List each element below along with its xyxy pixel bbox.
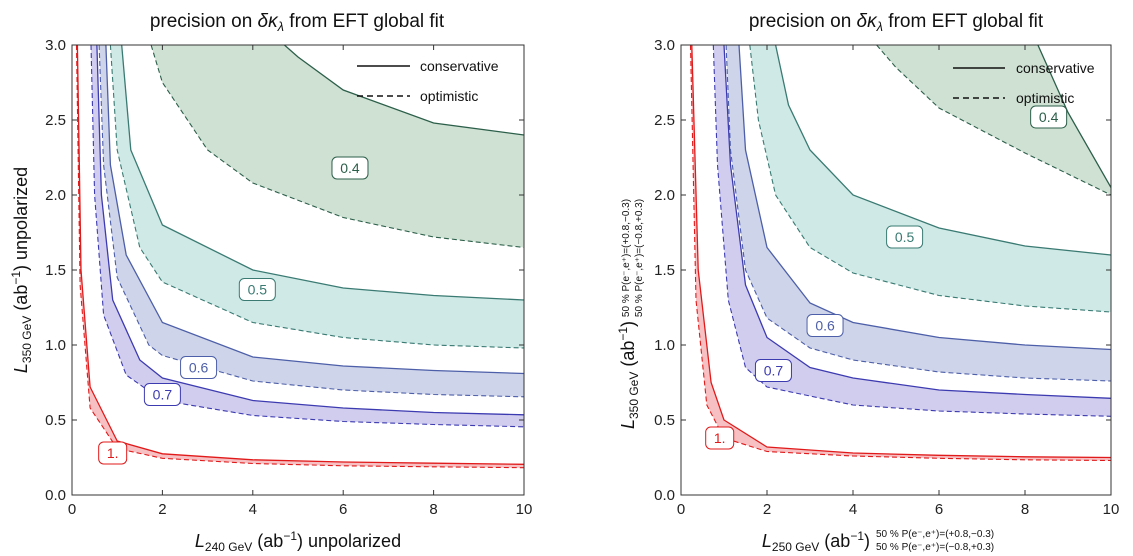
contour-label: 0.6 bbox=[189, 360, 209, 376]
svg-text:L350 GeV (ab−1): L350 GeV (ab−1) bbox=[616, 321, 641, 429]
x-tick-label: 10 bbox=[1103, 501, 1120, 518]
x-axis-polarization-2: 50 % P(e⁻,e⁺)=(−0.8,+0.3) bbox=[876, 542, 994, 553]
band-05 bbox=[110, 45, 524, 348]
y-tick-label: 3.0 bbox=[654, 37, 675, 54]
x-tick-label: 2 bbox=[763, 501, 771, 518]
legend: conservative optimistic bbox=[953, 60, 1095, 106]
contour-label-box bbox=[180, 356, 218, 379]
legend-label-optimistic: optimistic bbox=[1016, 90, 1074, 106]
chart-left: precision on δκλ from EFT global fit 0 2 4… bbox=[9, 11, 532, 554]
contour-optimistic-06 bbox=[98, 45, 524, 398]
y-axis-label: L350 GeV (ab−1) 50 % P(e⁻,e⁺)=(+0.8,−0.3… bbox=[616, 199, 645, 429]
chart-title: precision on δκλ from EFT global fit bbox=[150, 11, 445, 34]
x-tick-label: 0 bbox=[677, 501, 685, 518]
y-axis-polarization-2: 50 % P(e⁻,e⁺)=(−0.8,+0.3) bbox=[634, 199, 645, 317]
svg-text:L250 GeV (ab−1): L250 GeV (ab−1) bbox=[762, 529, 870, 554]
contour-label-box bbox=[238, 278, 276, 301]
contour-conservative-1 bbox=[691, 45, 1111, 459]
contour-optimistic-05 bbox=[109, 45, 524, 349]
y-tick-label: 1.5 bbox=[45, 262, 66, 279]
contour-conservative-05 bbox=[121, 45, 524, 301]
axis-ticks: 0 2 4 6 8 10 0.0 0.5 1.0 1.5 2.0 2.5 3.0 bbox=[654, 37, 1119, 518]
y-tick-label: 0.0 bbox=[654, 487, 675, 504]
contour-label: 0.7 bbox=[153, 387, 173, 403]
plot-area bbox=[689, 45, 1111, 462]
x-tick-label: 10 bbox=[516, 501, 533, 518]
contour-labels: 1. 0.7 0.6 0.5 0.4 bbox=[705, 105, 1068, 450]
x-tick-label: 4 bbox=[249, 501, 257, 518]
legend-label-conservative: conservative bbox=[420, 58, 499, 74]
y-tick-label: 2.0 bbox=[654, 187, 675, 204]
x-tick-label: 6 bbox=[935, 501, 943, 518]
x-tick-label: 0 bbox=[68, 501, 76, 518]
contour-label: 0.5 bbox=[248, 282, 268, 298]
contour-label-box bbox=[331, 156, 369, 180]
contour-label: 0.4 bbox=[340, 160, 360, 176]
y-axis-polarization-1: 50 % P(e⁻,e⁺)=(+0.8,−0.3) bbox=[621, 199, 632, 317]
y-tick-label: 0.0 bbox=[45, 487, 66, 504]
contour-conservative-04 bbox=[283, 45, 524, 136]
band-04 bbox=[151, 45, 524, 248]
contour-label: 0.6 bbox=[815, 318, 835, 334]
contour-label: 0.5 bbox=[895, 229, 915, 245]
contour-conservative-04 bbox=[1037, 45, 1111, 188]
y-tick-label: 1.0 bbox=[654, 337, 675, 354]
contour-label-box bbox=[705, 426, 735, 450]
contour-optimistic-04 bbox=[150, 45, 524, 249]
plot-area bbox=[75, 45, 524, 469]
y-tick-label: 0.5 bbox=[654, 412, 675, 429]
contour-optimistic-04 bbox=[876, 45, 1111, 196]
x-tick-label: 8 bbox=[1021, 501, 1029, 518]
chart-title: precision on δκλ from EFT global fit bbox=[749, 11, 1044, 34]
contour-label-box bbox=[754, 359, 792, 382]
contour-label: 1. bbox=[107, 445, 119, 461]
contour-labels: 1. 0.7 0.6 0.5 0.4 bbox=[98, 156, 369, 465]
contour-label-box bbox=[1030, 105, 1068, 129]
contour-label-box bbox=[886, 225, 924, 249]
x-tick-label: 4 bbox=[849, 501, 857, 518]
contour-optimistic-1 bbox=[75, 45, 524, 469]
contour-label-box bbox=[806, 314, 844, 337]
contour-optimistic-1 bbox=[689, 45, 1111, 462]
contour-label: 0.4 bbox=[1039, 109, 1059, 125]
x-axis-polarization-1: 50 % P(e⁻,e⁺)=(+0.8,−0.3) bbox=[876, 529, 994, 540]
contour-optimistic-06 bbox=[725, 45, 1111, 382]
y-tick-label: 3.0 bbox=[45, 37, 66, 54]
y-tick-label: 2.5 bbox=[45, 112, 66, 129]
contour-optimistic-07 bbox=[712, 45, 1111, 417]
legend-label-conservative: conservative bbox=[1016, 60, 1095, 76]
y-tick-label: 1.0 bbox=[45, 337, 66, 354]
y-tick-label: 2.0 bbox=[45, 187, 66, 204]
y-tick-label: 2.5 bbox=[654, 112, 675, 129]
contour-conservative-07 bbox=[96, 45, 524, 416]
x-tick-label: 6 bbox=[339, 501, 347, 518]
band-04 bbox=[876, 45, 1111, 195]
y-tick-label: 1.5 bbox=[654, 262, 675, 279]
x-axis-label: L240 GeV (ab−1) unpolarized bbox=[195, 529, 401, 554]
contour-conservative-06 bbox=[738, 45, 1111, 351]
x-tick-label: 2 bbox=[158, 501, 166, 518]
x-axis-label: L250 GeV (ab−1) 50 % P(e⁻,e⁺)=(+0.8,−0.3… bbox=[762, 529, 994, 554]
contour-optimistic-05 bbox=[749, 45, 1111, 313]
legend: conservative optimistic bbox=[357, 58, 499, 104]
legend-label-optimistic: optimistic bbox=[420, 88, 478, 104]
contour-conservative-06 bbox=[105, 45, 524, 375]
y-tick-label: 0.5 bbox=[45, 412, 66, 429]
axis-ticks: 0 2 4 6 8 10 0.0 0.5 1.0 1.5 2.0 2.5 3.0 bbox=[45, 37, 532, 518]
contour-label-box bbox=[98, 441, 128, 465]
contour-label: 1. bbox=[714, 430, 726, 446]
contour-label-box bbox=[143, 383, 181, 406]
contour-conservative-1 bbox=[76, 45, 524, 465]
y-axis-label: L350 GeV (ab−1) unpolarized bbox=[9, 167, 34, 373]
x-tick-label: 8 bbox=[429, 501, 437, 518]
contour-conservative-05 bbox=[774, 45, 1111, 256]
contour-label: 0.7 bbox=[764, 363, 784, 379]
chart-right: precision on δκλ from EFT global fit 0 2 4… bbox=[616, 11, 1119, 554]
contour-conservative-07 bbox=[723, 45, 1111, 399]
